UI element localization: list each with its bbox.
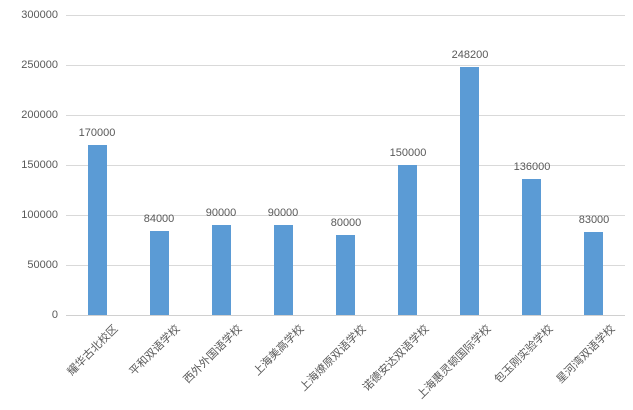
x-axis-category-label: 包玉刚实验学校 [492,323,556,386]
bar [150,231,169,315]
bar-value-label: 170000 [78,127,116,139]
bar [274,225,293,315]
x-axis-category-label: 平和双语学校 [127,323,183,379]
bar-value-label: 90000 [267,207,299,219]
y-axis-tick-label: 100000 [21,209,58,221]
bar [584,232,603,315]
bar [460,67,479,315]
y-axis-tick-label: 150000 [21,159,58,171]
x-axis-line [66,315,625,316]
x-axis-category-label: 耀华古北校区 [65,323,121,379]
y-axis-tick-label: 0 [51,309,58,321]
x-axis-category-label: 上海燎原双语学校 [297,323,369,394]
gridline [66,115,625,116]
x-axis-category-label: 西外外国语学校 [181,323,245,386]
bar-value-label: 80000 [330,217,362,229]
gridline [66,215,625,216]
bar [88,145,107,315]
bar-value-label: 83000 [578,214,610,226]
gridline [66,15,625,16]
bar-value-label: 150000 [389,147,427,159]
bar-value-label: 90000 [205,207,237,219]
bar [336,235,355,315]
x-axis-category-label: 诺德安达双语学校 [360,323,432,394]
x-axis-category-label: 星河湾双语学校 [554,323,618,386]
y-axis-tick-label: 250000 [21,59,58,71]
bar [522,179,541,315]
gridline [66,165,625,166]
bar-value-label: 136000 [513,161,551,173]
x-axis-category-label: 上海美高学校 [251,323,307,379]
y-axis-tick-label: 300000 [21,9,58,21]
bar-value-label: 248200 [451,49,489,61]
bar [212,225,231,315]
bar [398,165,417,315]
bar-value-label: 84000 [143,213,175,225]
y-axis-tick-label: 50000 [27,259,58,271]
gridline [66,65,625,66]
y-axis-tick-label: 200000 [21,109,58,121]
